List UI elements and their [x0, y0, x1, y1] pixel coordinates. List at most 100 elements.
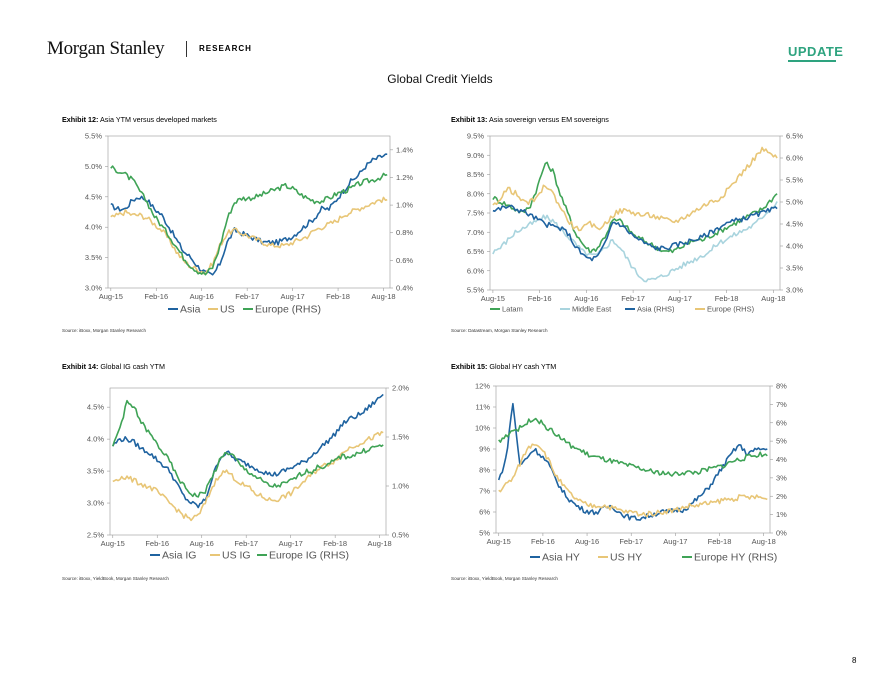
y-left-tick-label: 8%	[479, 466, 490, 475]
x-tick-label: Aug-16	[190, 539, 214, 548]
y-left-tick-label: 7.0%	[467, 228, 484, 237]
y-right-tick-label: 1%	[776, 510, 787, 519]
update-badge: UPDATE	[788, 44, 844, 59]
y-left-tick-label: 4.0%	[85, 223, 102, 232]
exhibit-13-caption: Exhibit 13: Asia sovereign versus EM sov…	[451, 115, 609, 124]
series-line-europe-hy-rhs	[498, 417, 768, 477]
y-left-tick-label: 8.5%	[467, 170, 484, 179]
series-line-us-ig	[112, 431, 384, 522]
legend-label-europe-hy-rhs: Europe HY (RHS)	[694, 552, 777, 564]
y-left-tick-label: 9.0%	[467, 151, 484, 160]
series-line-asia-rhs	[492, 204, 778, 262]
page-number: 8	[852, 656, 857, 665]
y-left-tick-label: 3.5%	[85, 253, 102, 262]
legend-label-asia-hy: Asia HY	[542, 552, 580, 564]
y-right-tick-label: 1.0%	[392, 482, 409, 491]
exhibit-15-label: Exhibit 15:	[451, 362, 488, 371]
x-tick-label: Aug-17	[279, 539, 303, 548]
y-left-tick-label: 10%	[475, 424, 490, 433]
chart-global-hy: 5% 6% 7% 8% 9% 10% 11% 12% 0% 1% 2% 3% 4% 5% 6% 7% 8% Aug…	[475, 382, 787, 564]
y-right-tick-label: 1.4%	[396, 145, 413, 154]
y-left-tick-label: 3.0%	[87, 499, 104, 508]
y-right-tick-label: 2%	[776, 492, 787, 501]
y-right-tick-label: 3%	[776, 473, 787, 482]
y-right-tick-label: 0.6%	[396, 256, 413, 265]
brand-logo: Morgan Stanley	[47, 38, 165, 59]
y-left-tick-label: 5.0%	[85, 162, 102, 171]
legend-label-middle-east: Middle East	[572, 305, 612, 314]
x-tick-label: Aug-16	[574, 294, 598, 303]
series-line-europe-ig-rhs	[112, 399, 384, 498]
y-right-tick-label: 2.0%	[392, 384, 409, 393]
x-tick-label: Feb-18	[715, 294, 739, 303]
exhibit-12-source: Source: iBoxx, Morgan Stanley Research	[62, 328, 147, 333]
section-label: RESEARCH	[199, 44, 252, 53]
series-line-europe-rhs	[492, 146, 778, 232]
y-right-tick-label: 3.0%	[786, 286, 803, 295]
header-divider	[186, 41, 187, 57]
x-tick-label: Aug-15	[101, 539, 125, 548]
y-left-tick-label: 3.0%	[85, 284, 102, 293]
legend-label-us-hy: US HY	[610, 552, 642, 564]
y-right-tick-label: 0.4%	[396, 284, 413, 293]
y-left-tick-label: 6.5%	[467, 247, 484, 256]
y-left-tick-label: 4.0%	[87, 435, 104, 444]
y-left-tick-label: 9.5%	[467, 132, 484, 141]
y-left-tick-label: 6.0%	[467, 266, 484, 275]
x-tick-label: Aug-17	[663, 537, 687, 546]
y-left-tick-label: 4.5%	[85, 192, 102, 201]
plot-frame	[495, 385, 771, 534]
y-right-tick-label: 0.5%	[392, 531, 409, 540]
update-underline	[788, 60, 836, 62]
exhibit-14-source: Source: iBoxx, YieldBook, Morgan Stanley…	[62, 576, 169, 581]
legend-label-europe-rhs: Europe (RHS)	[707, 305, 755, 314]
x-tick-label: Feb-17	[619, 537, 643, 546]
x-tick-label: Feb-16	[528, 294, 552, 303]
y-left-tick-label: 8.0%	[467, 189, 484, 198]
y-right-tick-label: 7%	[776, 400, 787, 409]
y-left-tick-label: 5%	[479, 529, 490, 538]
legend-label-europe-rhs: Europe (RHS)	[255, 304, 321, 316]
y-left-tick-label: 5.5%	[85, 132, 102, 141]
x-tick-label: Feb-17	[234, 539, 258, 548]
y-right-tick-label: 4.0%	[786, 242, 803, 251]
y-left-tick-label: 5.5%	[467, 286, 484, 295]
y-right-tick-label: 5.0%	[786, 198, 803, 207]
x-tick-label: Aug-16	[575, 537, 599, 546]
x-tick-label: Aug-17	[668, 294, 692, 303]
exhibit-13-source: Source: Datastream, Morgan Stanley Resea…	[451, 328, 548, 333]
x-tick-label: Feb-17	[621, 294, 645, 303]
y-left-tick-label: 12%	[475, 382, 490, 391]
y-left-tick-label: 3.5%	[87, 467, 104, 476]
y-right-tick-label: 3.5%	[786, 264, 803, 273]
y-right-tick-label: 6.0%	[786, 154, 803, 163]
series-line-latam	[492, 161, 778, 255]
y-left-tick-label: 7%	[479, 487, 490, 496]
exhibit-14-label: Exhibit 14:	[62, 362, 99, 371]
exhibit-14-caption: Exhibit 14: Global IG cash YTM	[62, 362, 165, 371]
y-left-tick-label: 9%	[479, 445, 490, 454]
y-right-tick-label: 1.2%	[396, 173, 413, 182]
legend-label-asia-ig: Asia IG	[162, 550, 196, 562]
series-line-us-hy	[498, 443, 768, 518]
y-right-tick-label: 0%	[776, 529, 787, 538]
y-right-tick-label: 5%	[776, 437, 787, 446]
x-tick-label: Aug-18	[752, 537, 776, 546]
series-line-asia-hy	[497, 402, 768, 521]
x-tick-label: Feb-16	[144, 292, 168, 301]
exhibit-15-title: Global HY cash YTM	[489, 362, 557, 371]
x-tick-label: Feb-18	[326, 292, 350, 301]
x-tick-label: Aug-18	[371, 292, 395, 301]
y-right-tick-label: 6%	[776, 418, 787, 427]
chart-global-ig: 2.5% 3.0% 3.5% 4.0% 4.5% 0.5% 1.0% 1.5% 2.0% Aug-…	[87, 384, 410, 562]
plot-frame	[109, 387, 387, 536]
y-right-tick-label: 1.5%	[392, 433, 409, 442]
y-left-tick-label: 2.5%	[87, 531, 104, 540]
y-left-tick-label: 7.5%	[467, 209, 484, 218]
x-tick-label: Aug-15	[481, 294, 505, 303]
exhibit-12-caption: Exhibit 12: Asia YTM versus developed ma…	[62, 115, 217, 124]
y-right-tick-label: 4.5%	[786, 220, 803, 229]
exhibit-13-title: Asia sovereign versus EM sovereigns	[488, 115, 609, 124]
legend-label-us-ig: US IG	[222, 550, 251, 562]
y-right-tick-label: 1.0%	[396, 201, 413, 210]
